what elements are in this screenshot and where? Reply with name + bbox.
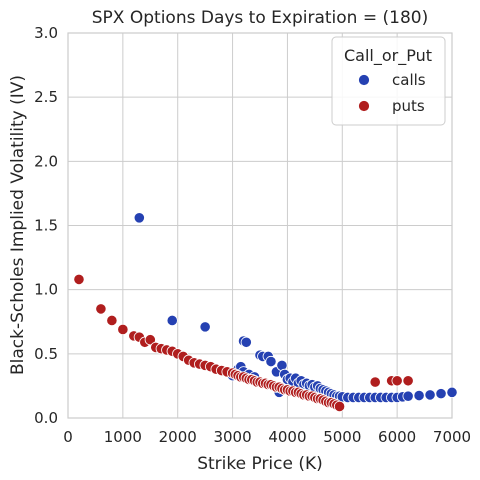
point-puts bbox=[402, 375, 414, 387]
y-tick-label: 3.0 bbox=[34, 24, 58, 42]
point-calls bbox=[133, 212, 145, 224]
point-calls bbox=[199, 321, 211, 333]
point-calls bbox=[240, 336, 252, 348]
point-puts bbox=[106, 314, 118, 327]
y-tick-label: 0.5 bbox=[34, 345, 58, 363]
x-tick-label: 1000 bbox=[104, 428, 142, 446]
y-tick-label: 0.0 bbox=[34, 409, 58, 427]
legend-title: Call_or_Put bbox=[344, 46, 432, 66]
x-tick-label: 5000 bbox=[323, 428, 361, 446]
x-axis-label: Strike Price (K) bbox=[197, 454, 323, 474]
series-puts bbox=[73, 273, 414, 413]
point-puts bbox=[73, 273, 85, 285]
legend-label-calls: calls bbox=[392, 71, 426, 89]
legend-swatch-calls bbox=[358, 74, 370, 86]
legend: Call_or_Put calls puts bbox=[331, 36, 446, 126]
point-calls bbox=[446, 386, 458, 398]
plot-area-frame bbox=[67, 32, 453, 419]
point-calls bbox=[435, 388, 447, 400]
y-tick-label: 1.5 bbox=[34, 217, 58, 235]
point-puts bbox=[333, 400, 346, 413]
x-tick-label: 3000 bbox=[213, 428, 251, 446]
y-tick-label: 1.0 bbox=[34, 281, 58, 299]
y-tick-labels: 0.0 0.5 1.0 1.5 2.0 2.5 3.0 bbox=[34, 24, 58, 427]
point-puts bbox=[391, 375, 403, 387]
y-tick-label: 2.5 bbox=[34, 88, 58, 106]
y-axis-label: Black-Scholes Implied Volatility (IV) bbox=[8, 75, 28, 375]
legend-label-puts: puts bbox=[392, 97, 425, 115]
point-calls bbox=[424, 389, 436, 401]
chart-title: SPX Options Days to Expiration = (180) bbox=[92, 8, 428, 28]
point-calls bbox=[413, 389, 425, 402]
point-puts bbox=[117, 323, 129, 336]
point-calls bbox=[265, 355, 277, 368]
point-puts bbox=[369, 376, 381, 388]
point-calls bbox=[166, 314, 178, 327]
point-puts bbox=[95, 303, 107, 315]
x-tick-label: 0 bbox=[63, 428, 73, 446]
legend-swatch-puts bbox=[358, 100, 370, 112]
x-tick-label: 7000 bbox=[433, 428, 471, 446]
x-tick-label: 6000 bbox=[378, 428, 416, 446]
point-puts bbox=[144, 334, 156, 346]
point-calls bbox=[402, 390, 414, 402]
x-tick-label: 4000 bbox=[268, 428, 306, 446]
x-tick-labels: 0 1000 2000 3000 4000 5000 6000 7000 bbox=[63, 428, 471, 446]
x-tick-label: 2000 bbox=[159, 428, 197, 446]
y-tick-label: 2.0 bbox=[34, 152, 58, 170]
scatter-points bbox=[73, 212, 458, 413]
